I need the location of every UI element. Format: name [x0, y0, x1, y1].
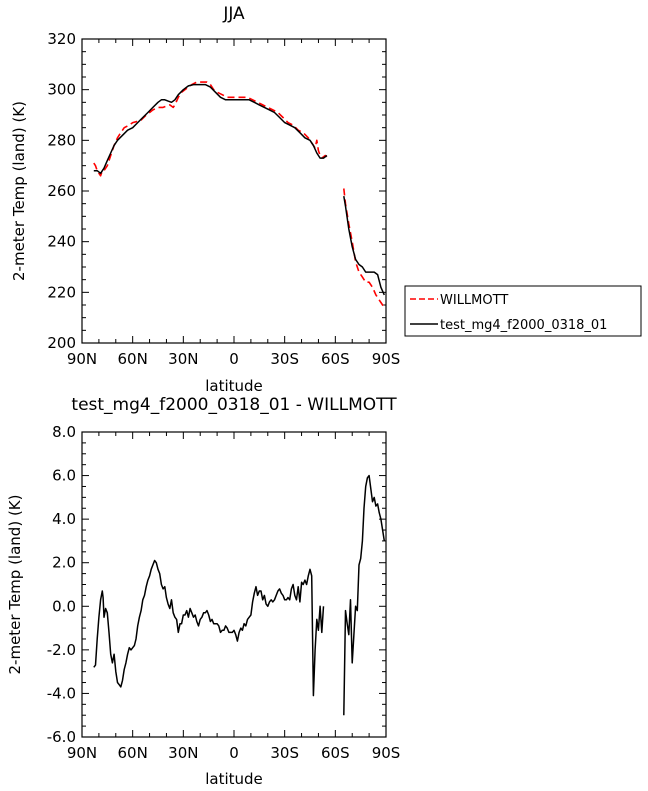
series-line-difference-seg0: [93, 559, 325, 697]
y-tick-label: -4.0: [47, 684, 76, 702]
y-tick-label: -2.0: [47, 641, 76, 659]
plot-frame: [81, 431, 387, 738]
y-tick-label: 2.0: [52, 554, 76, 572]
series-line-test-mg4-f2000-0318-01-seg1: [343, 195, 385, 296]
x-tick-label: 30N: [168, 350, 198, 368]
x-tick-label: 90N: [67, 350, 97, 368]
x-tick-label: 60N: [118, 744, 148, 762]
legend: WILLMOTT test_mg4_f2000_0318_01: [404, 285, 642, 337]
x-tick-label: 90N: [67, 744, 97, 762]
y-tick-label: 4.0: [52, 510, 76, 528]
y-tick-label: -6.0: [47, 728, 76, 746]
series-line-test-mg4-f2000-0318-01-seg0: [93, 83, 328, 175]
x-tick-label: 30S: [270, 350, 299, 368]
x-tick-label: 30N: [168, 744, 198, 762]
y-tick-label: 280: [47, 131, 76, 149]
legend-label: WILLMOTT: [440, 293, 508, 308]
x-tick-label: 0: [229, 744, 239, 762]
y-tick-label: 200: [47, 334, 76, 352]
chart-title: test_mg4_f2000_0318_01 - WILLMOTT: [71, 395, 397, 415]
y-tick-label: 220: [47, 283, 76, 301]
x-tick-label: 0: [229, 350, 239, 368]
chart-title: JJA: [222, 4, 245, 24]
y-axis-label: 2-meter Temp (land) (K): [6, 495, 24, 675]
series-line-difference-seg1: [343, 474, 386, 716]
y-tick-label: 8.0: [52, 423, 76, 441]
plot-frame: [81, 38, 387, 344]
y-axis-label: 2-meter Temp (land) (K): [10, 101, 28, 281]
x-tick-label: 90S: [372, 744, 401, 762]
x-tick-label: 60S: [321, 744, 350, 762]
x-tick-label: 60S: [321, 350, 350, 368]
top-panel: 90N 60N 30N 0 30S 60S 90S 200 220 240 260 280 300 320…: [10, 4, 400, 395]
y-tick-label: 0.0: [52, 597, 76, 615]
x-tick-label: 30S: [270, 744, 299, 762]
x-tick-label: 60N: [118, 350, 148, 368]
y-tick-label: 260: [47, 182, 76, 200]
y-tick-label: 6.0: [52, 467, 76, 485]
x-axis-label: latitude: [205, 377, 263, 395]
bottom-panel: 90N 60N 30N 0 30S 60S 90S -6.0 -4.0 -2.0 0.0 2.0 4.0…: [6, 395, 400, 788]
legend-label: test_mg4_f2000_0318_01: [440, 318, 607, 333]
legend-box: [404, 285, 642, 337]
y-tick-label: 300: [47, 81, 76, 99]
x-tick-label: 90S: [372, 350, 401, 368]
x-axis-label: latitude: [205, 770, 263, 788]
y-tick-label: 240: [47, 233, 76, 251]
series-line-willmott-seg1: [343, 188, 385, 308]
y-tick-label: 320: [47, 30, 76, 48]
